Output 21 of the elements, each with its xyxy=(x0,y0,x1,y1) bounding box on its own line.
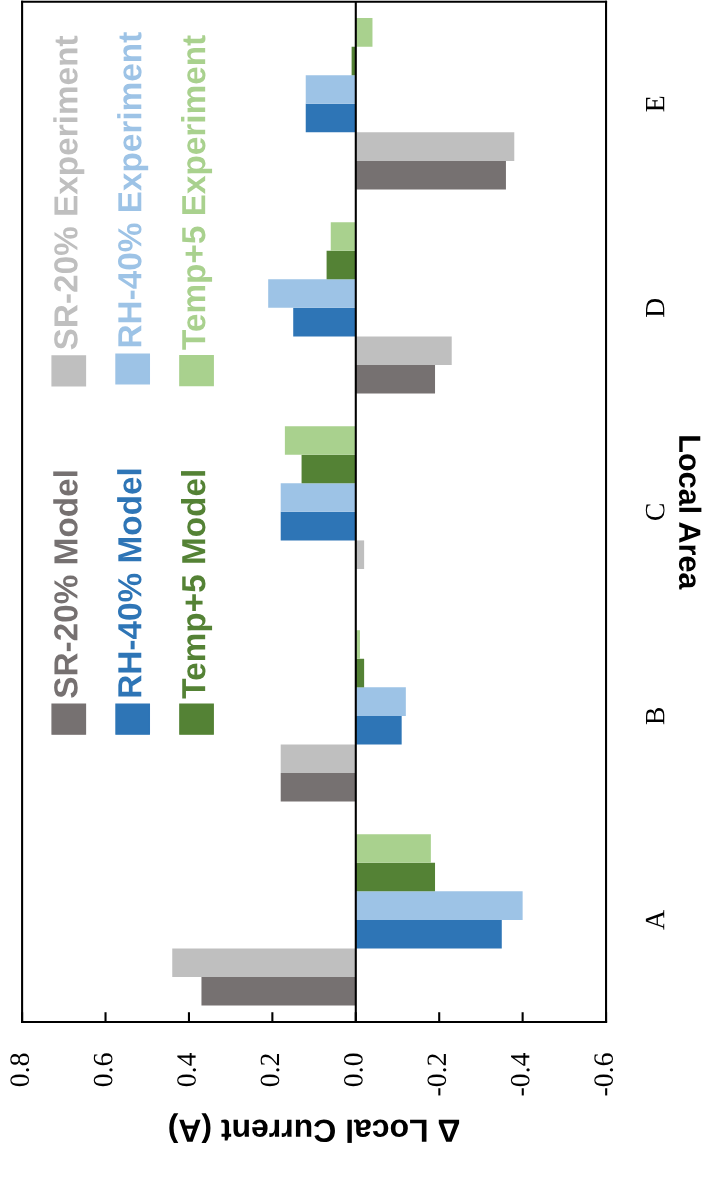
text: RH-40% Model xyxy=(117,469,142,697)
x-tick-label: -0.6 xyxy=(594,1053,614,1096)
text: Temp+5 Experiment xyxy=(181,35,213,350)
text: RH-40% Experiment xyxy=(117,32,149,347)
y-tick-label: B xyxy=(646,707,665,725)
x-tick-label: 0.0 xyxy=(343,1053,363,1087)
x-tick-label: 0.2 xyxy=(260,1054,280,1087)
x-tick-label: -0.2 xyxy=(427,1054,447,1096)
y-tick-label: D xyxy=(646,298,665,318)
x-tick-label: -0.4 xyxy=(510,1052,530,1096)
text: Temp+5 Model xyxy=(181,471,213,699)
text: SR-20% Model xyxy=(53,471,78,698)
y-tick-label: E xyxy=(646,96,665,112)
y-axis-title: Local Area xyxy=(678,436,702,590)
text: SR-20% Experiment xyxy=(53,35,85,350)
x-tick-label: 0.6 xyxy=(93,1053,113,1087)
x-tick-label: 0.4 xyxy=(177,1052,197,1087)
y-tick-label: A xyxy=(645,910,665,930)
x-tick-label: 0.8 xyxy=(10,1053,30,1087)
x-axis-title: Δ Local Current (A) xyxy=(169,1113,460,1143)
y-tick-label: C xyxy=(645,504,665,520)
